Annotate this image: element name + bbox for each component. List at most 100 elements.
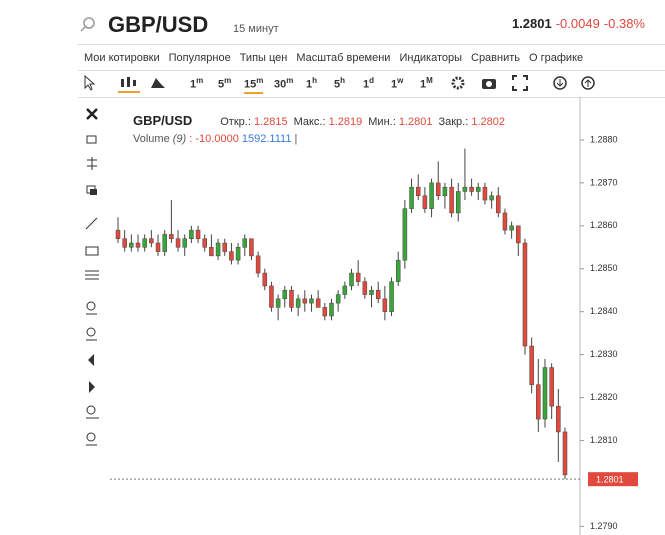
menu-item[interactable]: Типы цен [239,51,288,64]
candle-body [235,247,241,261]
candle-body [395,259,401,282]
candle-body [449,186,454,214]
y-tick-label: 1.2860 [590,220,618,230]
menu-item[interactable]: Мои котировки [84,51,160,64]
candle-body [262,272,268,287]
candle-body [355,272,361,282]
candle-body [389,281,394,312]
timeframe[interactable]: 1d [363,76,374,91]
candle-body [402,208,408,261]
volume-legend: Volume (9) : -10.0000 1592.1111 | [133,133,297,145]
y-tick-label: 1.2850 [590,263,618,273]
timeframe-unit: h [312,76,318,85]
price: 1.2801 [511,16,552,31]
candle-body [129,242,134,248]
timeframe-unit: m [256,76,264,85]
menu-item[interactable]: Масштаб времени [296,51,391,64]
candle-body [509,225,514,231]
candle-body [282,289,288,300]
cursor-icon[interactable] [82,75,96,91]
timeframe-unit: m [196,76,204,85]
y-tick-label: 1.2840 [590,306,618,316]
candle-body [362,281,368,295]
settings-icon[interactable] [450,75,466,91]
candle-body [295,298,301,308]
camera-icon[interactable] [481,75,497,91]
candle-body [175,238,181,248]
candle-body [322,307,328,317]
timeframe[interactable]: 5m [218,76,231,91]
legend-symbol: GBP/USD [133,113,193,128]
timeframe-number: 5 [334,78,341,91]
candle-body [275,298,281,308]
upload-icon[interactable] [580,75,596,91]
candle-body [349,272,354,287]
candle-body [482,186,488,201]
candle-body [516,225,521,244]
legend-label: Мин.: [368,116,396,128]
candle-body [162,234,167,252]
candles-icon[interactable] [118,74,140,94]
legend-value: 1.2802 [471,116,506,128]
candle-body [215,242,221,257]
candle-body [502,212,508,231]
timeframe[interactable]: 1M [420,76,433,91]
change: -0.0049 [555,16,600,31]
toolbar: 1m 5m 15m 30m 1h 5h 1d 1w 1M [78,70,665,98]
menu-item[interactable]: Индикаторы [399,51,462,64]
candle-body [469,186,474,192]
candle-body [489,195,494,201]
timeframe-unit: d [369,76,375,85]
candle-body [442,186,448,197]
timeframe-number: 1 [363,78,370,91]
menu-item[interactable]: Популярное [168,51,231,64]
candle-body [155,242,161,252]
candle-body [249,238,254,257]
price-chart: 1.2790 1.2810 1.2820 1.2830 1.2840 1.2850 1.28… [110,97,638,535]
timeframe[interactable]: 30m [274,76,293,91]
candle-body [415,186,421,197]
candle-body [202,238,207,248]
menu-item[interactable]: О графике [529,51,584,64]
fullscreen-icon[interactable] [512,75,528,91]
candle-body [375,289,381,300]
interval: 15 минут [233,23,279,35]
change-pct: -0.38% [603,16,645,31]
candle-body [329,302,334,317]
candle-body [462,186,468,192]
volume-value-2: 1592.1111 [241,133,292,145]
timeframe[interactable]: 1m [190,76,203,91]
menu-item[interactable]: Сравнить [471,51,521,64]
y-tick-label: 1.2790 [590,521,618,531]
legend-label: Макс.: [293,116,326,128]
area-icon[interactable] [150,75,166,89]
timeframe-unit: m [286,76,294,85]
legend-value: 1.2819 [328,116,363,128]
candle-body [529,345,534,385]
timeframe[interactable]: 5h [334,76,345,91]
download-icon[interactable] [552,75,568,91]
candle-body [229,251,234,261]
timeframe-number: 15 [244,78,257,91]
candle-body [556,405,561,433]
candle-body [195,229,201,239]
candle-body [269,285,274,308]
legend-value: 1.2801 [398,116,433,128]
candle-body [496,195,501,214]
candle-body [182,238,187,248]
timeframe[interactable]: 1w [391,76,403,91]
candle-body [242,238,248,248]
candle-body [562,431,568,476]
symbol: GBP/USD [108,12,209,37]
y-tick-label: 1.2880 [590,134,618,144]
candle-body [542,367,548,420]
timeframe[interactable]: 1h [306,76,317,91]
candle-body [456,191,461,214]
search-icon[interactable] [80,15,100,35]
volume-param: (9) [172,133,187,145]
timeframe[interactable]: 15m [244,76,264,94]
timeframe-number: 1 [190,78,197,91]
quote: 1.2801 -0.0049 -0.38% [512,16,645,31]
candle-body [169,234,174,239]
